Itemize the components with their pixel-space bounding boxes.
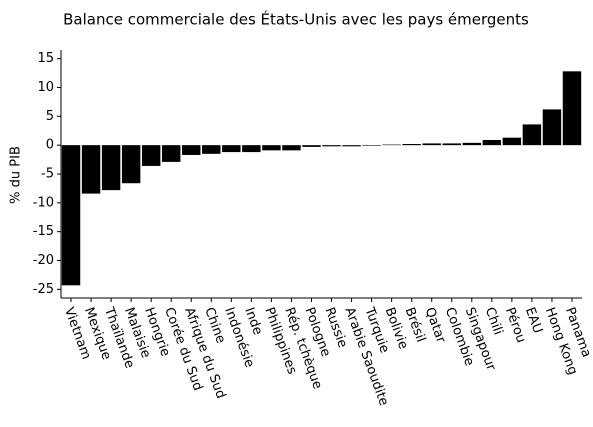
y-tick-label: 0 bbox=[46, 138, 54, 153]
bar bbox=[282, 145, 301, 151]
bar bbox=[442, 143, 461, 146]
bar bbox=[542, 109, 562, 146]
bar bbox=[402, 144, 421, 146]
bar bbox=[422, 143, 441, 146]
bar bbox=[522, 124, 542, 146]
bar bbox=[81, 145, 101, 194]
y-tick-label: -10 bbox=[33, 195, 54, 210]
bar bbox=[182, 145, 201, 155]
bar bbox=[121, 145, 141, 184]
bar bbox=[562, 71, 582, 146]
y-tick-label: 15 bbox=[37, 51, 54, 66]
bar bbox=[462, 142, 482, 146]
bar bbox=[161, 145, 181, 162]
bar bbox=[61, 145, 81, 286]
bar bbox=[302, 145, 321, 147]
bar bbox=[482, 139, 502, 146]
bar bbox=[262, 145, 281, 151]
y-tick-label: -5 bbox=[41, 167, 54, 182]
bar bbox=[362, 145, 381, 146]
y-axis-label: % du PIB bbox=[9, 146, 24, 204]
y-tick-label: -25 bbox=[33, 282, 54, 297]
bar bbox=[382, 144, 401, 146]
bar bbox=[141, 145, 161, 166]
bar bbox=[101, 145, 121, 191]
y-tick-label: 10 bbox=[37, 80, 54, 95]
y-tick-label: -20 bbox=[33, 253, 54, 268]
bar bbox=[202, 145, 221, 154]
y-tick-label: 5 bbox=[46, 109, 54, 124]
y-tick-label: -15 bbox=[33, 224, 54, 239]
chart-title: Balance commerciale des États-Unis avec … bbox=[63, 10, 529, 29]
bar bbox=[342, 145, 361, 147]
bar bbox=[242, 145, 261, 153]
bar bbox=[222, 145, 241, 153]
bar bbox=[502, 137, 522, 146]
bar bbox=[322, 145, 341, 147]
